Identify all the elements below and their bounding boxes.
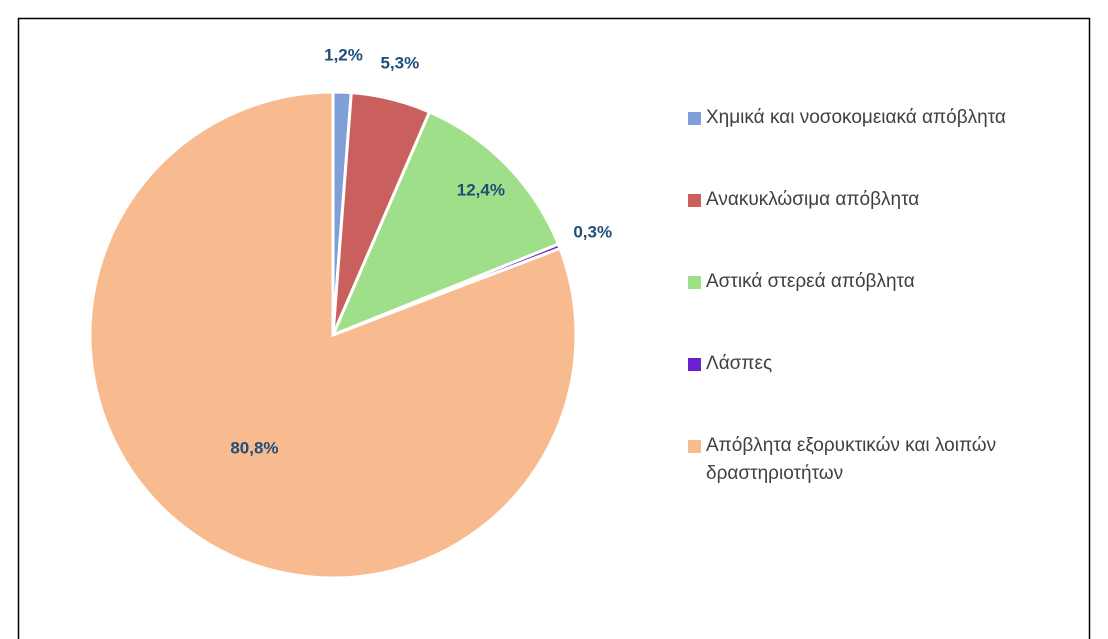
data-label: 80,8% [230,439,278,458]
pie-slice [330,110,561,338]
legend-label: Χημικά και νοσοκομειακά απόβλητα [706,107,1006,128]
legend-entry: Ανακυκλώσιμα απόβλητα [688,186,1088,268]
data-label: 1,2% [324,46,363,65]
legend-label: Αστικά στερεά απόβλητα [706,271,915,292]
data-label: 12,4% [457,180,505,199]
data-label: 5,3% [380,54,419,73]
legend-entry: Απόβλητα εξορυκτικών και λοιπών δραστηρι… [688,432,1088,514]
legend-label: Απόβλητα εξορυκτικών και λοιπών δραστηρι… [706,435,997,484]
legend-label: Λάσπες [706,353,773,374]
legend-entry: Λάσπες [688,350,1088,432]
frame [17,17,1091,639]
legend: Χημικά και νοσοκομειακά απόβλητα Ανακυκλώ… [688,104,1088,514]
legend-entry: Χημικά και νοσοκομειακά απόβλητα [688,104,1088,186]
legend-swatch [688,440,701,453]
legend-entry: Αστικά στερεά απόβλητα [688,268,1088,350]
legend-swatch [688,194,701,207]
legend-swatch [688,358,701,371]
legend-swatch [688,112,701,125]
pie-slice [88,90,578,580]
legend-label: Ανακυκλώσιμα απόβλητα [706,189,920,210]
data-label: 0,3% [573,223,612,242]
legend-swatch [688,276,701,289]
